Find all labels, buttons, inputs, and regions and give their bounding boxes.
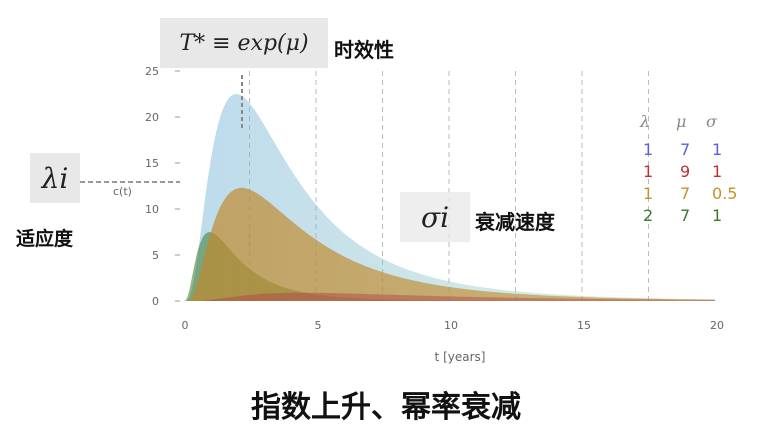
t-star-badge: T* ≡ exp(μ): [160, 18, 328, 68]
legend-header-mu: μ: [676, 112, 687, 131]
y-tick-label: 0: [152, 295, 159, 308]
t-star-chinese: 时效性: [334, 38, 394, 62]
annotation-connectors: [80, 75, 243, 183]
legend-value: 1: [712, 162, 723, 181]
x-tick-label: 15: [577, 319, 591, 332]
sigma-chinese: 衰减速度: [475, 210, 555, 234]
legend-value: 2: [643, 206, 654, 225]
x-tick-label: 0: [182, 319, 189, 332]
legend-value: 0.5: [712, 184, 738, 203]
x-axis-label: t [years]: [435, 350, 486, 364]
y-tick-label: 5: [152, 249, 159, 262]
sigma-symbol: σi: [420, 200, 450, 234]
lambda-chinese: 适应度: [16, 228, 74, 250]
legend-value: 7: [680, 140, 691, 159]
legend-value: 7: [680, 184, 691, 203]
legend-value: 1: [643, 184, 654, 203]
x-tick-label: 5: [315, 319, 322, 332]
legend-header-sigma: σ: [706, 112, 717, 131]
legend-value: 1: [712, 140, 723, 159]
x-tick-label: 20: [710, 319, 724, 332]
legend-value: 1: [643, 140, 654, 159]
legend-value: 1: [643, 162, 654, 181]
legend-value: 1: [712, 206, 723, 225]
sigma-badge: σi: [400, 192, 470, 242]
legend-value: 9: [680, 162, 691, 181]
y-axis-label: c(t): [113, 185, 132, 198]
y-tick-label: 20: [145, 111, 159, 124]
chart-caption: 指数上升、幂率衰减: [251, 390, 521, 425]
series-area-3: [183, 187, 715, 301]
x-tick-label: 10: [444, 319, 458, 332]
series-area-2: [183, 292, 715, 301]
lambda-symbol: λi: [41, 161, 69, 195]
y-tick-label: 10: [145, 203, 159, 216]
y-tick-label: 25: [145, 65, 159, 78]
t-star-formula: T* ≡ exp(μ): [179, 30, 309, 56]
lambda-badge: λi: [30, 153, 80, 203]
y-tick-label: 15: [145, 157, 159, 170]
axes: 0 5 10 15 20 25 0 5 10 15 20: [145, 65, 724, 332]
legend-header-lambda: λ: [640, 112, 651, 131]
legend-value: 7: [680, 206, 691, 225]
series-areas: [183, 94, 715, 301]
